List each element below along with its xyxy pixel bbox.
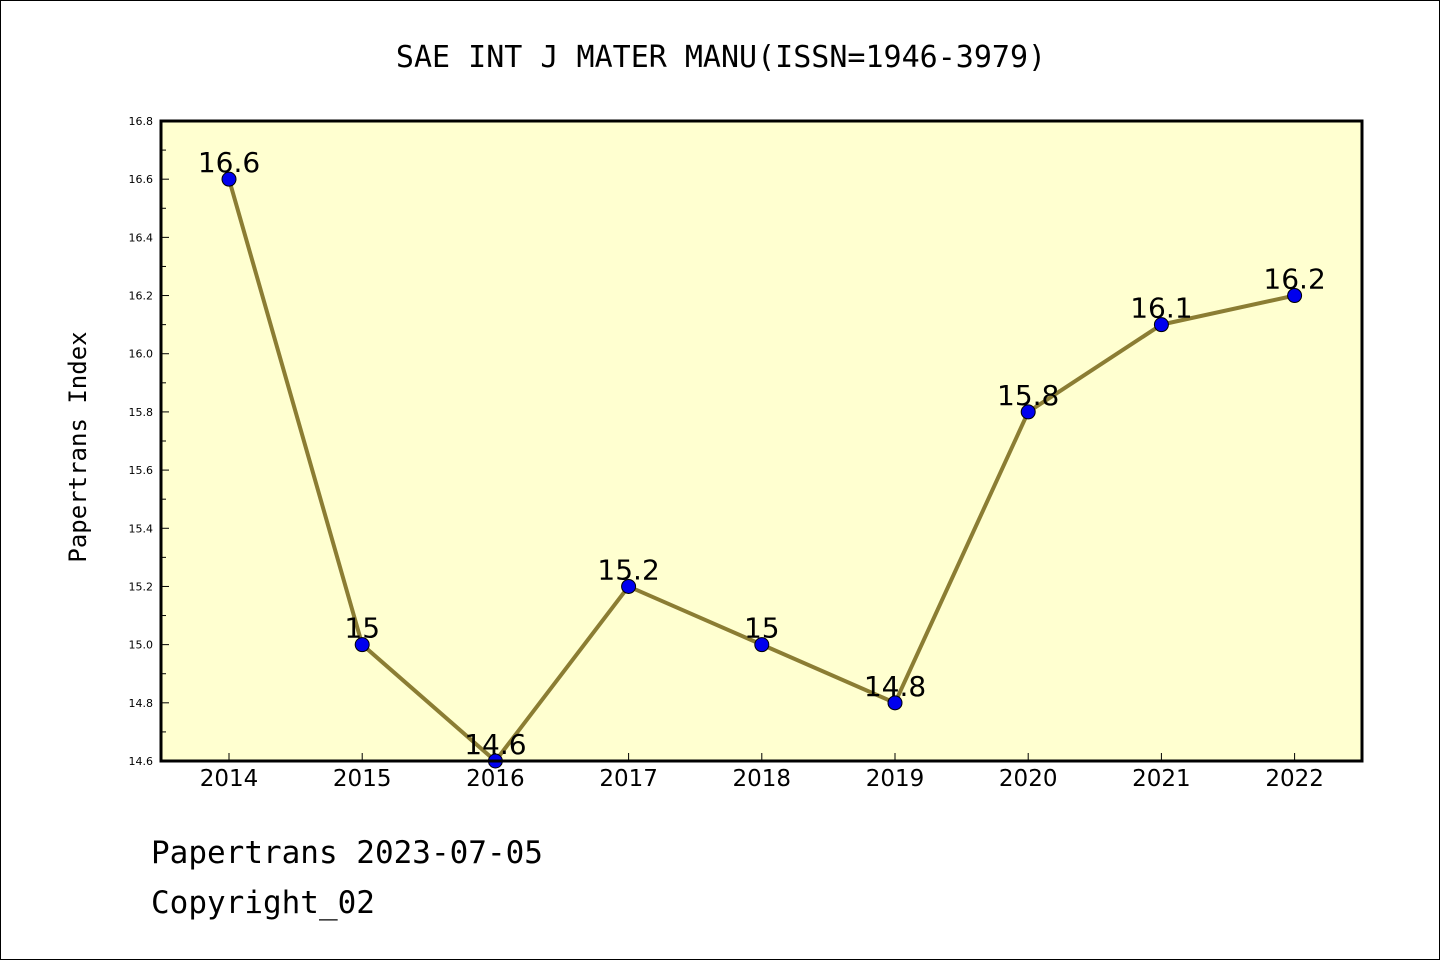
data-label: 15: [344, 612, 380, 645]
x-tick-label: 2019: [866, 766, 925, 792]
y-axis: 14.6 14.8 15.0 15.2 15.4 15.6 15.8 16.0 16.2 16.4…: [129, 115, 169, 768]
data-point-marker: [621, 578, 637, 594]
data-label: 14.8: [864, 670, 926, 703]
y-tick-label: 15.2: [129, 580, 154, 593]
x-tick-label: 2018: [733, 766, 792, 792]
x-axis: 2014 2015 2016 2017 2018 2019 2020 2021 2022: [200, 753, 1324, 792]
y-tick-label: 14.6: [129, 755, 154, 768]
y-tick-label: 15.6: [129, 464, 154, 477]
data-point-marker: [887, 695, 903, 711]
footer-date: Papertrans 2023-07-05: [151, 835, 543, 871]
x-tick-label: 2021: [1132, 766, 1191, 792]
x-tick-label: 2022: [1265, 766, 1324, 792]
y-tick-label: 14.8: [129, 697, 154, 710]
x-tick-label: 2020: [999, 766, 1058, 792]
data-point-marker: [1020, 404, 1036, 420]
data-point-marker: [1287, 288, 1303, 304]
data-label: 16.2: [1263, 263, 1325, 296]
data-label: 15.2: [597, 553, 659, 586]
data-labels: 16.6 15 14.6 15.2 15 14.8 15.8 16.1 16.2: [198, 146, 1326, 761]
data-point-marker: [221, 171, 237, 187]
chart-title: SAE INT J MATER MANU(ISSN=1946-3979): [396, 40, 1046, 75]
data-point-marker: [754, 637, 770, 653]
y-tick-label: 16.0: [129, 348, 154, 361]
y-tick-label: 15.4: [129, 522, 154, 535]
x-tick-label: 2016: [466, 766, 525, 792]
data-label: 15.8: [997, 379, 1059, 412]
data-label: 16.1: [1130, 292, 1192, 325]
plot-area: [161, 121, 1362, 761]
y-tick-label: 16.2: [129, 290, 154, 303]
y-tick-label: 16.8: [129, 115, 154, 128]
data-point-marker: [1153, 317, 1169, 333]
footer-copyright: Copyright_02: [151, 885, 375, 921]
data-markers: [221, 171, 1303, 769]
data-label: 15: [744, 612, 780, 645]
x-tick-label: 2015: [333, 766, 392, 792]
data-label: 14.6: [464, 728, 526, 761]
x-tick-label: 2017: [599, 766, 658, 792]
y-tick-label: 16.6: [129, 173, 154, 186]
y-tick-label: 15.0: [129, 639, 154, 652]
y-tick-label: 15.8: [129, 406, 154, 419]
y-axis-label: Papertrans Index: [64, 331, 92, 562]
data-point-marker: [354, 637, 370, 653]
plot-frame: [159, 119, 1364, 763]
x-tick-label: 2014: [200, 766, 259, 792]
data-label: 16.6: [198, 146, 260, 179]
y-tick-label: 16.4: [129, 231, 154, 244]
